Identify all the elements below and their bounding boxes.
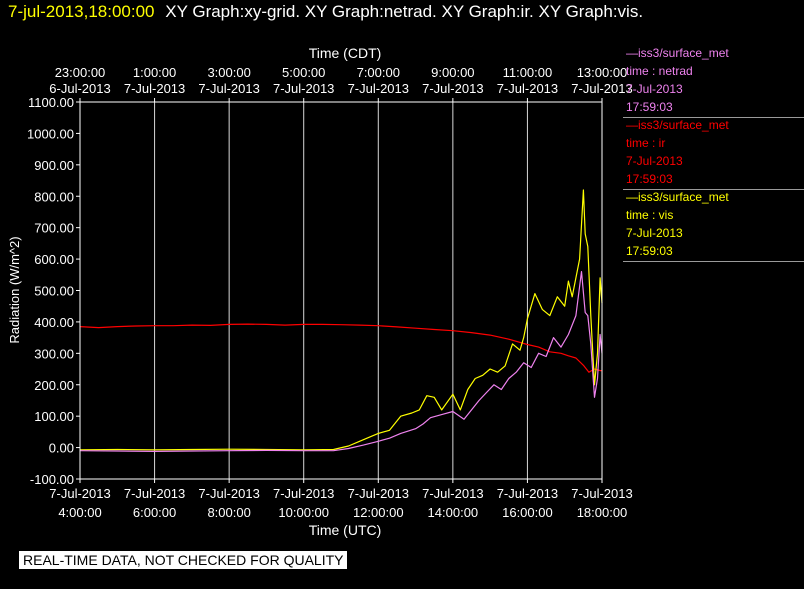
x-tick-label-date: 7-Jul-2013 [273,486,334,501]
x-top-tick-label-time: 3:00:00 [207,65,250,80]
legend-time: 17:59:03 [626,172,673,186]
y-tick-label: 300.00 [34,346,74,361]
x-tick-label-date: 7-Jul-2013 [124,486,185,501]
x-tick-label-time: 16:00:00 [502,505,553,520]
x-tick-label-time: 6:00:00 [133,505,176,520]
timestamp: 7-jul-2013,18:00:00 [8,2,155,21]
x-tick-label-date: 7-Jul-2013 [49,486,110,501]
legend-entry-vis: —iss3/surface_met time : vis 7-Jul-2013 … [623,188,804,262]
x-top-tick-label-time: 1:00:00 [133,65,176,80]
x-top-tick-label-date: 7-Jul-2013 [198,81,259,96]
x-tick-label-date: 7-Jul-2013 [348,486,409,501]
x-tick-label-time: 8:00:00 [207,505,250,520]
x-top-tick-label-time: 13:00:00 [577,65,628,80]
legend-label: time : ir [626,136,666,150]
x-top-tick-label-date: 7-Jul-2013 [124,81,185,96]
legend-entry-netrad: —iss3/surface_met time : netrad 7-Jul-20… [623,44,804,118]
y-tick-label: 200.00 [34,378,74,393]
y-tick-label: 100.00 [34,409,74,424]
x-top-tick-label-time: 7:00:00 [357,65,400,80]
grid-lines [154,102,528,479]
legend-source: —iss3/surface_met [626,118,729,132]
x-top-tick-label-date: 6-Jul-2013 [49,81,110,96]
x-top-tick-label-date: 7-Jul-2013 [273,81,334,96]
x-tick-label-time: 4:00:00 [58,505,101,520]
legend-date: 7-Jul-2013 [626,226,683,240]
x-tick-label-date: 7-Jul-2013 [198,486,259,501]
x-top-tick-label-date: 7-Jul-2013 [497,81,558,96]
axes [76,98,603,483]
tick-labels: -100.00 0.00 100.00 200.00 300.00 400.00 500.0… [27,65,633,520]
x-axis-title-top: Time (CDT) [309,45,382,61]
x-tick-label-time: 18:00:00 [577,505,628,520]
x-tick-label-time: 10:00:00 [278,505,329,520]
x-top-tick-label-time: 5:00:00 [282,65,325,80]
legend-entry-ir: —iss3/surface_met time : ir 7-Jul-2013 1… [623,116,804,190]
x-tick-label-date: 7-Jul-2013 [571,486,632,501]
series-line-vis [79,189,603,451]
x-top-tick-label-time: 23:00:00 [55,65,106,80]
graph-list: XY Graph:xy-grid. XY Graph:netrad. XY Gr… [165,2,644,21]
y-axis-title: Radiation (W/m^2) [7,236,22,343]
legend-date: 7-Jul-2013 [626,82,683,96]
x-tick-label-time: 12:00:00 [353,505,404,520]
x-axis-title-bottom: Time (UTC) [309,522,382,538]
legend-source: —iss3/surface_met [626,46,729,60]
y-tick-label: 1100.00 [28,95,74,110]
y-tick-label: 700.00 [34,221,74,236]
data-series [79,189,603,452]
x-tick-label-time: 14:00:00 [428,505,479,520]
series-line-netrad [79,271,603,452]
legend-label: time : vis [626,208,674,222]
x-top-tick-label-time: 9:00:00 [431,65,474,80]
x-top-tick-label-date: 7-Jul-2013 [571,81,632,96]
x-top-tick-label-date: 7-Jul-2013 [348,81,409,96]
x-top-tick-label-time: 11:00:00 [503,65,553,80]
title-bar: 7-jul-2013,18:00:00 XY Graph:xy-grid. XY… [8,2,643,22]
y-tick-label: 0.00 [49,441,74,456]
y-tick-label: 600.00 [34,252,74,267]
series-line-ir [79,323,602,373]
x-top-tick-label-date: 7-Jul-2013 [422,81,483,96]
quality-notice: REAL-TIME DATA, NOT CHECKED FOR QUALITY [19,551,348,569]
legend-date: 7-Jul-2013 [626,154,683,168]
x-tick-label-date: 7-Jul-2013 [497,486,558,501]
y-tick-label: 500.00 [34,284,74,299]
y-tick-label: 400.00 [34,315,74,330]
y-tick-label: 1000.00 [27,126,74,141]
y-tick-label: -100.00 [30,472,74,487]
legend-source: —iss3/surface_met [626,190,729,204]
legend-time: 17:59:03 [626,244,673,258]
y-tick-label: 900.00 [34,158,74,173]
y-tick-label: 800.00 [34,189,74,204]
x-tick-label-date: 7-Jul-2013 [422,486,483,501]
legend-time: 17:59:03 [626,100,673,114]
legend-label: time : netrad [626,64,693,78]
